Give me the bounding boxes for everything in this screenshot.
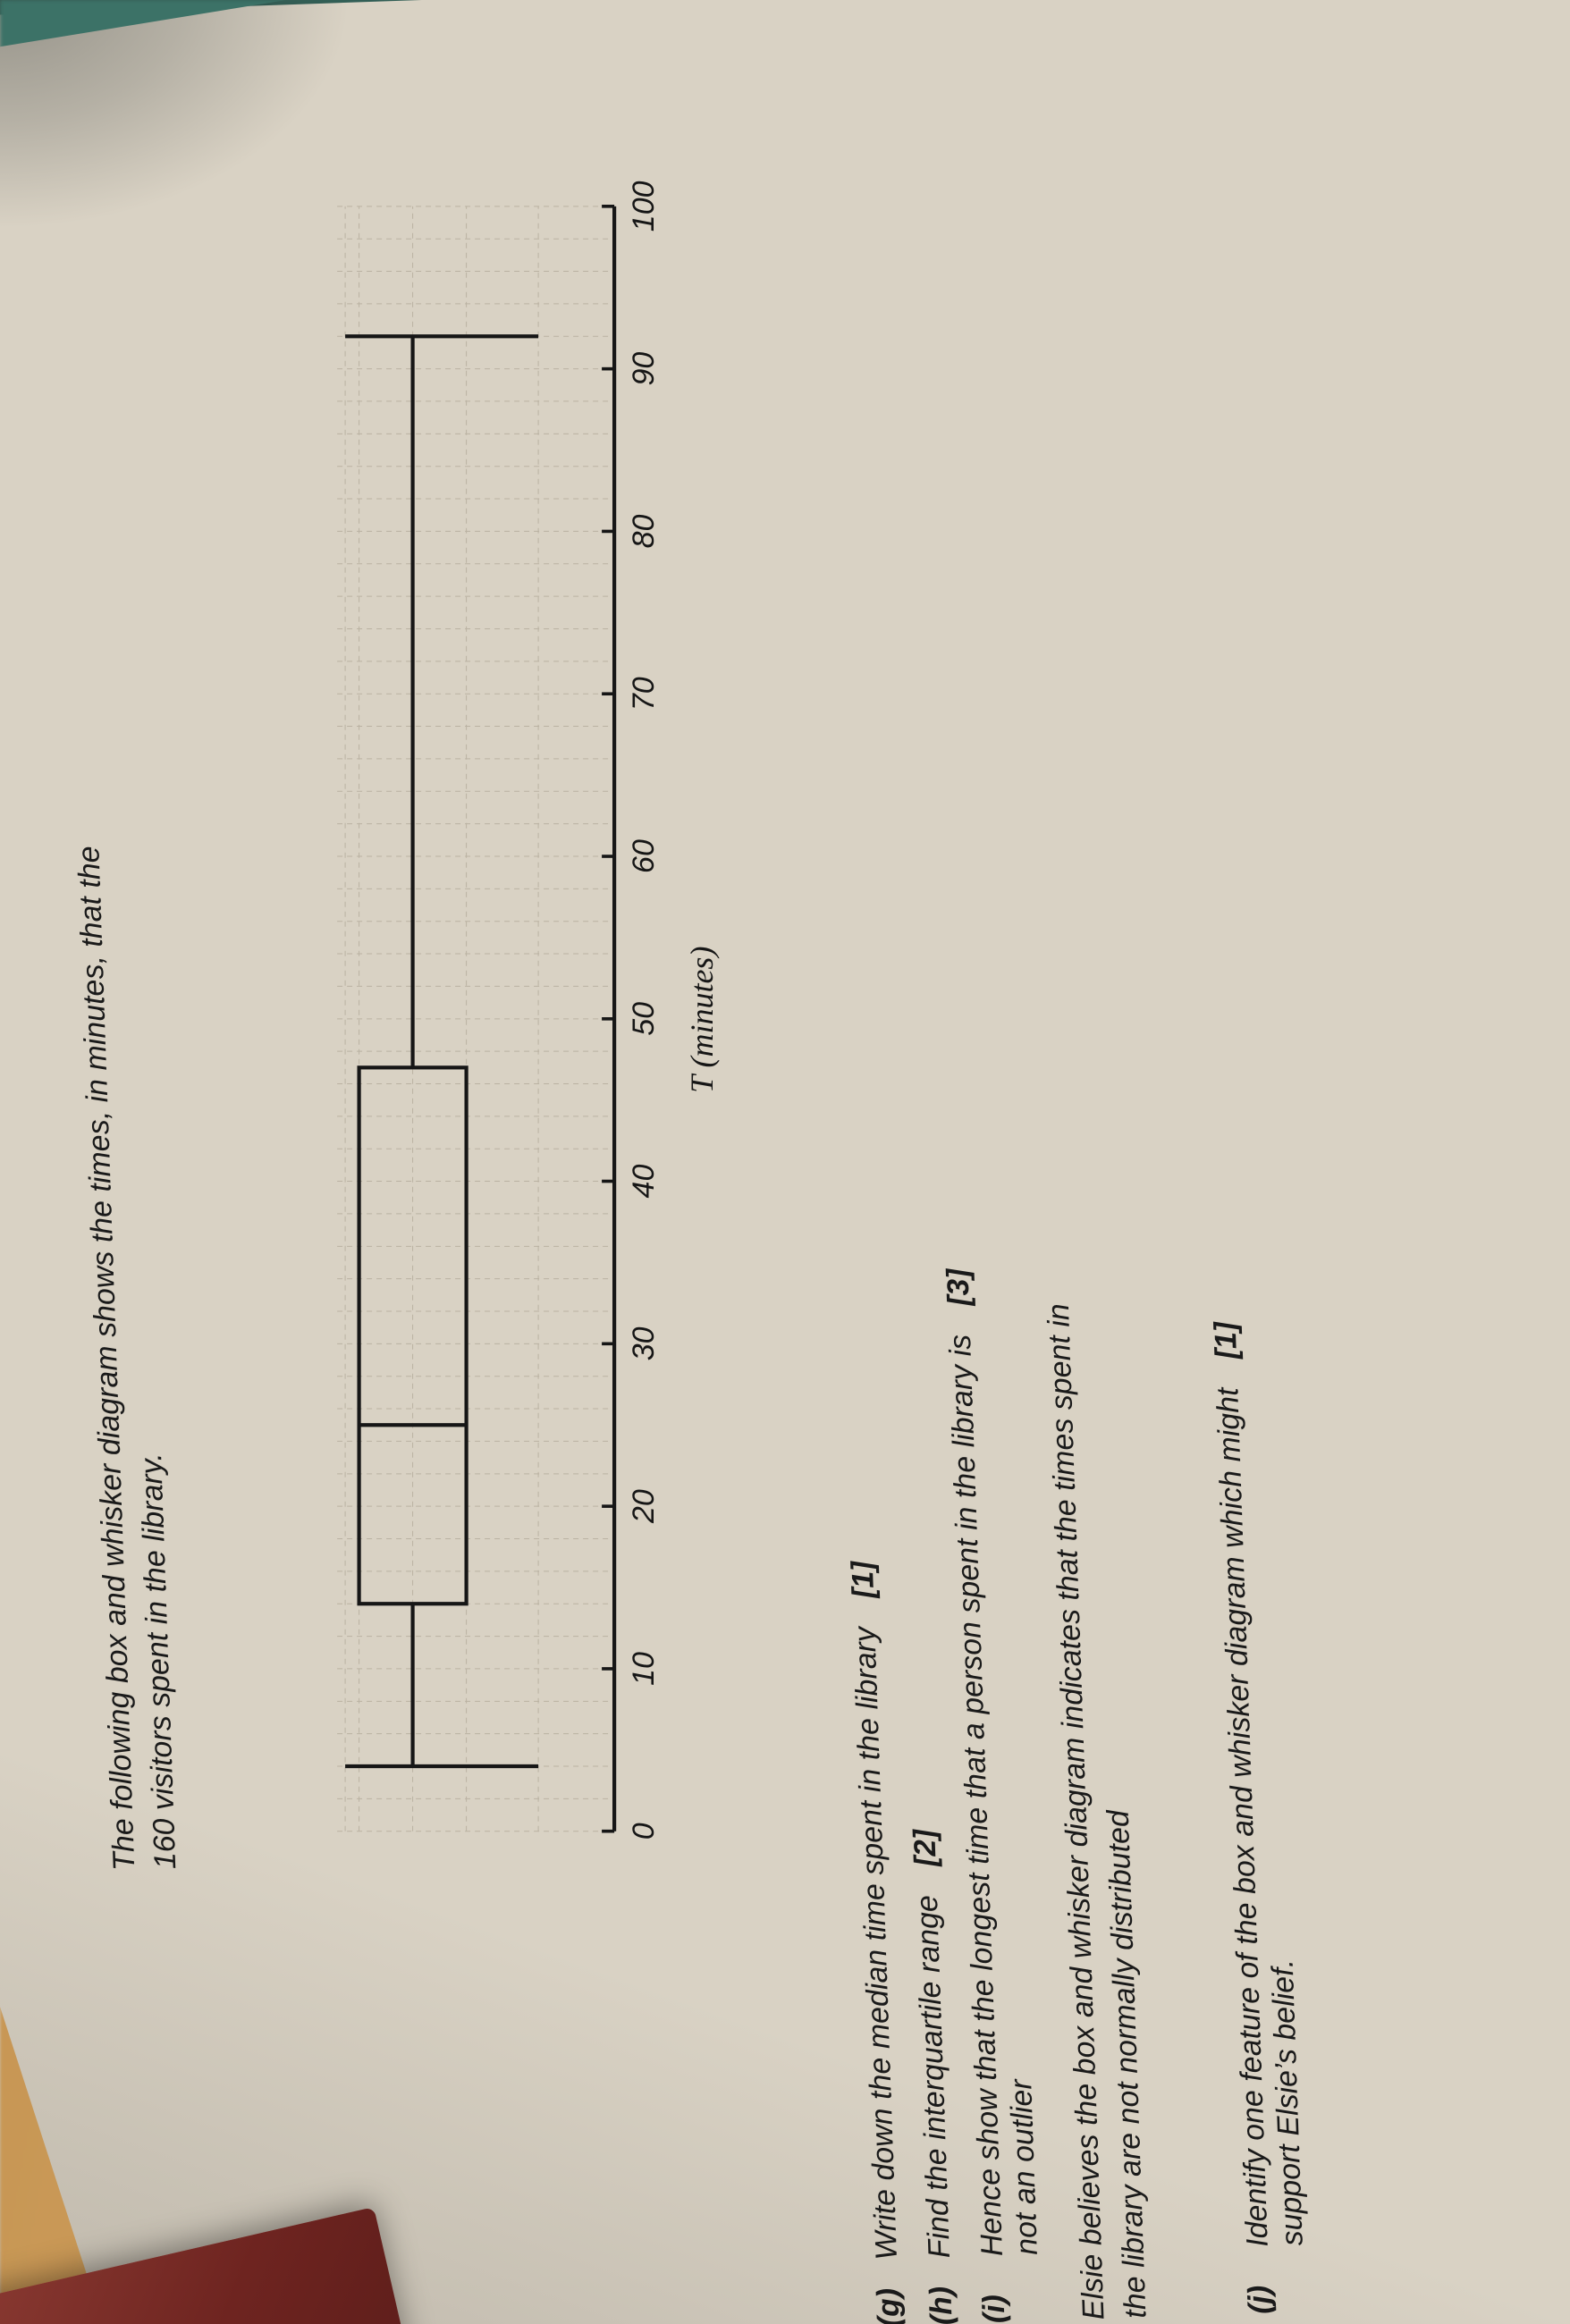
svg-text:100: 100 — [626, 181, 660, 232]
svg-text:40: 40 — [626, 1164, 660, 1198]
svg-text:60: 60 — [626, 839, 660, 873]
svg-text:80: 80 — [626, 514, 660, 548]
svg-text:T (minutes): T (minutes) — [683, 946, 719, 1092]
svg-text:20: 20 — [626, 1489, 660, 1524]
svg-text:90: 90 — [626, 351, 660, 385]
svg-text:0: 0 — [626, 1823, 660, 1840]
svg-text:10: 10 — [626, 1652, 660, 1686]
svg-text:50: 50 — [626, 1002, 660, 1036]
svg-text:70: 70 — [626, 677, 660, 711]
svg-text:30: 30 — [626, 1326, 660, 1360]
